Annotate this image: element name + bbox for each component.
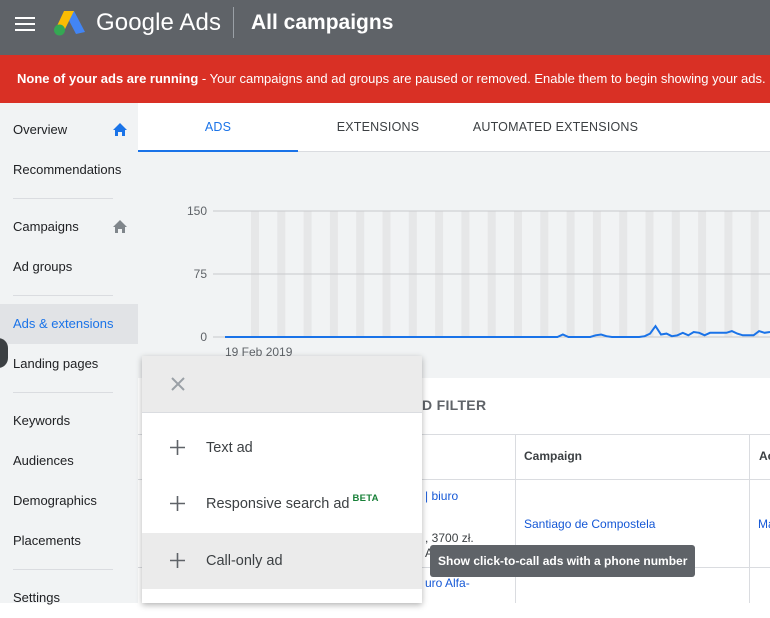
series-line	[225, 324, 770, 338]
plus-icon	[170, 496, 185, 511]
ad-text-fragment: A	[425, 546, 434, 560]
column-header-campaign[interactable]: Campaign	[524, 449, 583, 463]
sidebar-divider	[13, 295, 113, 296]
menu-item-responsive-search-ad[interactable]: Responsive search ad BETA	[142, 476, 422, 532]
menu-icon[interactable]	[15, 15, 35, 33]
menu-item-label: Call-only ad	[206, 553, 283, 569]
plus-icon	[170, 553, 185, 568]
sidebar-item-label: Keywords	[13, 413, 71, 428]
menu-item-call-only-ad[interactable]: Call-only ad	[142, 533, 422, 589]
home-icon	[113, 123, 127, 136]
tooltip: Show click-to-call ads with a phone numb…	[430, 545, 696, 577]
brand-name: Google Ads	[96, 9, 222, 36]
sidebar-item-keywords[interactable]: Keywords	[0, 401, 138, 441]
sidebar-item-label: Settings	[13, 590, 60, 605]
top-bar: Google Ads All campaigns	[0, 0, 770, 55]
sidebar-item-demographics[interactable]: Demographics	[0, 481, 138, 521]
new-ad-menu: Text ad Responsive search ad BETA Call-on…	[142, 356, 422, 603]
sidebar-item-label: Recommendations	[13, 162, 122, 177]
ad-text-link[interactable]: uro Alfa-	[425, 576, 470, 590]
sidebar-item-label: Overview	[13, 122, 68, 137]
y-tick-label: 75	[194, 267, 208, 281]
menu-item-text-ad[interactable]: Text ad	[142, 420, 422, 476]
menu-header	[142, 356, 422, 413]
column-divider	[749, 434, 750, 603]
column-header-ad-group[interactable]: Ac	[759, 449, 770, 463]
sidebar-divider	[13, 392, 113, 393]
add-filter-label[interactable]: D FILTER	[422, 397, 487, 413]
tab-automated-extensions[interactable]: AUTOMATED EXTENSIONS	[472, 120, 639, 134]
sidebar-item-label: Landing pages	[13, 356, 99, 371]
chart-svg: 0 75 150 19 Feb 2019	[187, 204, 770, 359]
performance-chart: 0 75 150 19 Feb 2019	[138, 152, 770, 378]
sidebar-item-placements[interactable]: Placements	[0, 521, 138, 561]
ad-text-link[interactable]: | biuro	[425, 489, 459, 503]
sidebar-item-label: Ads & extensions	[13, 316, 114, 331]
sidebar-collapse-handle[interactable]	[0, 338, 8, 368]
menu-item-label-text: Responsive search ad	[206, 496, 350, 512]
menu-item-label: Text ad	[206, 440, 253, 456]
ad-text-fragment: , 3700 zł.	[425, 531, 474, 545]
y-tick-label: 150	[187, 204, 207, 218]
tab-extensions[interactable]: EXTENSIONS	[336, 120, 420, 134]
beta-badge: BETA	[352, 493, 379, 504]
sidebar-item-label: Ad groups	[13, 259, 73, 274]
sidebar-divider	[13, 198, 113, 199]
sidebar-item-overview[interactable]: Overview	[0, 110, 138, 150]
sidebar-item-ads-extensions[interactable]: Ads & extensions	[0, 304, 138, 344]
row-divider	[138, 479, 770, 480]
banner-text: - Your campaigns and ad groups are pause…	[198, 71, 766, 86]
sidebar-item-settings[interactable]: Settings	[0, 578, 138, 618]
sidebar-item-landing-pages[interactable]: Landing pages	[0, 344, 138, 384]
close-icon[interactable]	[170, 376, 186, 392]
sidebar-item-audiences[interactable]: Audiences	[0, 441, 138, 481]
google-ads-logo-icon	[54, 11, 85, 36]
table-header-line	[138, 434, 770, 435]
header-divider	[233, 7, 234, 38]
tab-bar: ADS EXTENSIONS AUTOMATED EXTENSIONS	[138, 103, 770, 152]
sidebar-item-label: Demographics	[13, 493, 97, 508]
plus-icon	[170, 440, 185, 455]
sidebar-item-campaigns[interactable]: Campaigns	[0, 207, 138, 247]
ad-group-link[interactable]: Ma	[758, 517, 770, 531]
column-divider	[515, 434, 516, 603]
sidebar: Overview Recommendations Campaigns Ad gr…	[0, 103, 138, 605]
home-icon	[113, 220, 127, 233]
menu-item-label: Responsive search ad BETA	[206, 493, 379, 512]
campaign-link[interactable]: Santiago de Compostela	[524, 517, 656, 531]
sidebar-item-label: Campaigns	[13, 219, 79, 234]
status-banner: None of your ads are running - Your camp…	[0, 55, 770, 103]
banner-bold-text: None of your ads are running	[17, 71, 199, 86]
sidebar-item-label: Placements	[13, 533, 81, 548]
sidebar-item-label: Audiences	[13, 453, 74, 468]
sidebar-item-ad-groups[interactable]: Ad groups	[0, 247, 138, 287]
y-tick-label: 0	[200, 330, 207, 344]
sidebar-item-recommendations[interactable]: Recommendations	[0, 150, 138, 190]
tab-ads[interactable]: ADS	[138, 103, 298, 152]
page-title: All campaigns	[251, 11, 394, 34]
x-tick-label: 19 Feb 2019	[225, 345, 293, 359]
sidebar-divider	[13, 569, 113, 570]
